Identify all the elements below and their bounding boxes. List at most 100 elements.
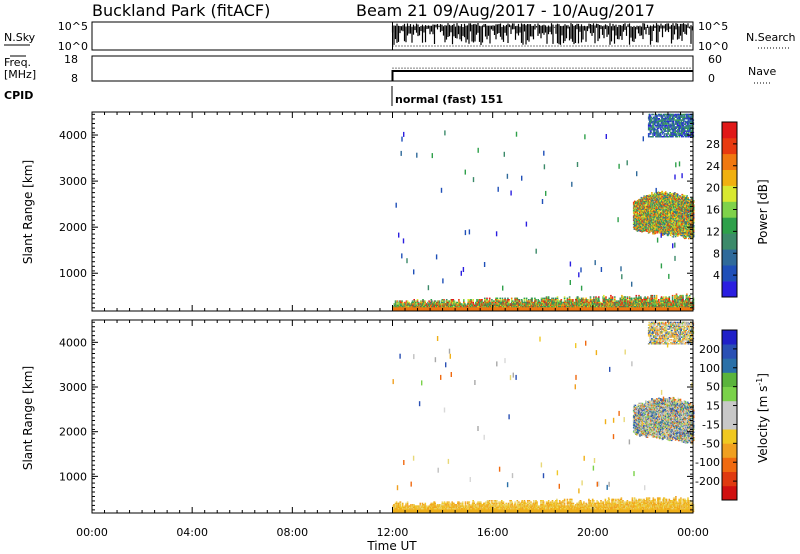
range-cell bbox=[605, 299, 608, 301]
range-cell bbox=[652, 300, 654, 302]
range-cell bbox=[425, 303, 428, 305]
range-cell bbox=[645, 297, 647, 299]
range-cell bbox=[636, 230, 639, 232]
range-cell bbox=[638, 207, 640, 209]
range-cell bbox=[526, 300, 528, 302]
range-cell bbox=[619, 301, 622, 304]
range-cell bbox=[406, 301, 409, 304]
range-cell bbox=[432, 303, 435, 305]
range-cell bbox=[651, 204, 654, 206]
range-cell bbox=[636, 220, 639, 223]
range-cell bbox=[501, 297, 504, 299]
freq-panel: Freq. [MHz] 18 8 60 0 Nave bbox=[4, 53, 776, 85]
range-cell bbox=[585, 297, 587, 299]
cpid-row: CPID normal (fast) 151 bbox=[4, 86, 503, 106]
range-cell bbox=[477, 301, 480, 304]
range-cell bbox=[567, 301, 570, 304]
range-cell bbox=[648, 224, 651, 227]
range-cell bbox=[420, 301, 422, 304]
cpid-program: normal (fast) 151 bbox=[395, 93, 503, 106]
freq-tick-bottom: 8 bbox=[71, 72, 78, 85]
range-cell bbox=[405, 303, 408, 305]
range-cell bbox=[658, 299, 660, 301]
range-cell bbox=[675, 293, 678, 295]
range-cell bbox=[650, 224, 652, 226]
range-cell bbox=[538, 300, 541, 302]
range-cell bbox=[504, 300, 506, 302]
range-cell bbox=[518, 300, 521, 302]
range-cell bbox=[400, 301, 402, 304]
range-cell bbox=[545, 296, 548, 298]
range-cell bbox=[656, 203, 658, 205]
range-cell bbox=[644, 200, 647, 203]
range-cell bbox=[443, 301, 445, 304]
range-cell bbox=[488, 303, 491, 305]
range-cell bbox=[495, 299, 497, 301]
range-cell bbox=[593, 297, 595, 299]
range-cell bbox=[498, 300, 500, 302]
range-cell bbox=[545, 300, 548, 302]
range-cell bbox=[501, 299, 504, 301]
range-cell bbox=[563, 296, 566, 298]
range-cell bbox=[564, 300, 567, 302]
range-cell bbox=[415, 301, 417, 304]
range-cell bbox=[645, 224, 648, 227]
range-cell bbox=[507, 303, 509, 305]
range-cell bbox=[519, 301, 522, 304]
range-cell bbox=[614, 299, 616, 301]
range-cell bbox=[677, 301, 679, 304]
range-cell bbox=[594, 303, 596, 305]
range-cell bbox=[591, 299, 594, 301]
range-cell bbox=[594, 299, 596, 301]
range-cell bbox=[575, 299, 577, 301]
range-cell bbox=[499, 299, 501, 301]
range-cell bbox=[594, 301, 596, 304]
range-cell bbox=[641, 208, 644, 210]
nave-tick-top: 60 bbox=[708, 53, 722, 66]
range-cell bbox=[409, 304, 412, 306]
range-cell bbox=[401, 301, 404, 304]
range-cell bbox=[396, 300, 398, 302]
range-cell bbox=[508, 303, 511, 305]
range-cell bbox=[658, 222, 661, 224]
range-cell bbox=[476, 300, 479, 302]
range-cell bbox=[646, 195, 648, 197]
range-cell bbox=[682, 294, 684, 297]
range-cell bbox=[646, 203, 648, 205]
range-cell bbox=[647, 296, 649, 298]
range-cell bbox=[508, 301, 510, 304]
range-cell bbox=[502, 301, 505, 304]
range-cell bbox=[659, 210, 661, 212]
range-cell bbox=[659, 228, 661, 230]
range-cell bbox=[572, 299, 574, 301]
range-cell bbox=[636, 299, 639, 301]
range-cell bbox=[598, 300, 601, 302]
range-cell bbox=[636, 303, 639, 305]
range-cell bbox=[611, 299, 614, 301]
range-cell bbox=[657, 208, 659, 210]
range-cell bbox=[650, 207, 652, 209]
range-cell bbox=[555, 297, 557, 299]
range-cell bbox=[654, 214, 656, 217]
range-cell bbox=[643, 209, 645, 211]
range-cell bbox=[414, 300, 416, 302]
range-cell bbox=[512, 300, 514, 302]
range-cell bbox=[535, 299, 537, 301]
range-cell bbox=[652, 199, 655, 202]
range-cell bbox=[453, 303, 456, 305]
range-cell bbox=[415, 300, 417, 302]
range-cell bbox=[570, 299, 572, 301]
range-cell bbox=[610, 297, 613, 299]
range-cell bbox=[568, 297, 571, 299]
range-cell bbox=[646, 215, 648, 218]
range-cell bbox=[639, 230, 642, 232]
range-cell bbox=[655, 299, 658, 301]
range-cell bbox=[558, 300, 560, 302]
range-cell bbox=[636, 215, 639, 217]
range-cell bbox=[567, 299, 569, 301]
range-cell bbox=[526, 301, 528, 304]
range-cell bbox=[406, 300, 409, 302]
range-cell bbox=[643, 223, 645, 225]
range-cell bbox=[671, 297, 674, 299]
